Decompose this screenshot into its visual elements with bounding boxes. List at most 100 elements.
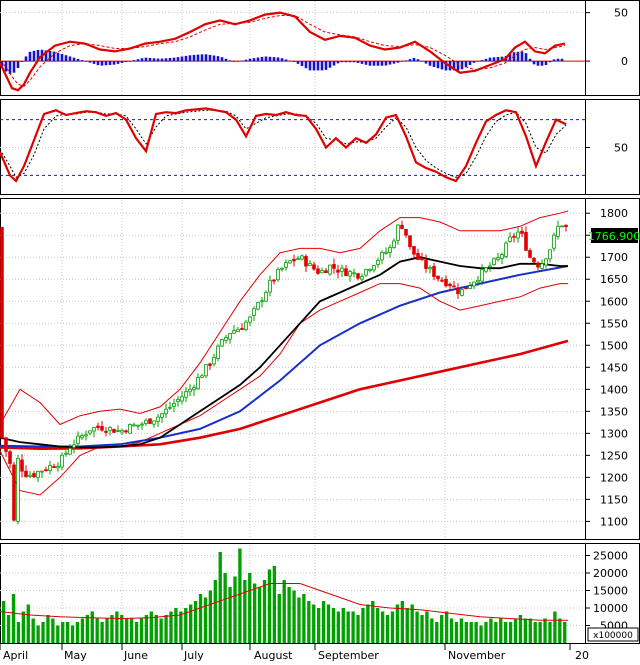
volume-bar [548,622,552,643]
macd-histogram-bar [372,61,376,66]
candle-body [412,246,416,255]
volume-bar [159,618,163,643]
macd-histogram-bar [452,61,456,71]
candle-body [464,287,468,290]
macd-histogram-bar [216,56,220,62]
candle-body [132,424,136,427]
macd-histogram-bar [128,61,132,62]
candle-body [52,466,56,468]
candle-body [552,234,556,249]
candle-body [304,256,308,267]
macd-histogram-bar [260,56,264,62]
macd-histogram-bar [336,61,340,64]
volume-bar [553,611,557,643]
volume-bar [415,611,419,643]
volume-bar [208,590,213,643]
macd-histogram-bar [248,58,252,62]
macd-histogram-bar [368,61,372,66]
macd-histogram-bar [136,59,140,62]
macd-histogram-bar [300,61,304,67]
macd-histogram-bar [484,58,488,62]
candle-body [272,279,276,282]
macd-histogram-bar [472,61,476,63]
macd-histogram-bar [244,59,248,62]
macd-histogram-bar [320,61,324,71]
candle-body [128,424,132,434]
macd-histogram-bar [508,54,512,62]
candle-body [204,364,208,377]
macd-histogram-bar [88,61,92,63]
volume-ma-line [0,583,568,621]
bollinger-lower-band [0,283,568,496]
candle-body [40,470,44,473]
price-tick-label: 1700 [600,251,628,264]
volume-bar [65,622,70,643]
volume-bar [494,622,498,643]
candle-body [540,263,544,269]
macd-histogram-bar [296,61,300,64]
volume-bar [282,580,286,643]
candle-body [468,285,472,289]
volume-bar [361,608,365,643]
volume-bar [307,601,311,643]
volume-bar [538,622,542,643]
macd-histogram-bar [176,57,180,62]
macd-histogram-bar [240,60,244,62]
candle-body [200,375,204,378]
volume-bar [356,615,360,643]
volume-bar [169,611,173,643]
candle-body [348,271,352,277]
price-tick-label: 1250 [600,449,628,462]
volume-bar [533,622,537,643]
macd-histogram-bar [420,61,424,62]
macd-histogram-bar [500,56,504,62]
candle-body [260,300,264,303]
macd-histogram-bar [76,58,80,62]
stochastic-d-line [0,109,567,178]
volume-bar [464,622,468,643]
price-tick-label: 1450 [600,361,628,374]
volume-bar [459,618,464,643]
candle-body [392,240,396,248]
macd-histogram-bar [12,61,16,73]
macd-histogram-bar [428,61,432,66]
candle-body [32,473,36,478]
macd-histogram-bar [104,61,108,66]
macd-histogram-bar [352,61,356,63]
candle-body [244,321,248,331]
candle-body [216,345,220,359]
volume-bar [233,576,237,643]
macd-histogram-bar [16,61,20,69]
macd-histogram-bar [180,56,184,62]
macd-panel [0,11,585,92]
candle-body [380,251,384,261]
macd-histogram-bar [488,57,492,62]
volume-bar [558,618,562,643]
macd-histogram-bar [400,61,404,62]
candle-body [440,279,444,282]
candle-body [344,268,348,276]
volume-unit-label: x100000 [593,631,633,641]
volume-bar [312,604,316,643]
macd-histogram-bar [436,61,440,69]
macd-histogram-bar [96,61,100,66]
volume-bar [125,618,129,643]
candle-body [404,229,408,236]
candle-body [460,289,464,296]
candle-body [296,258,300,260]
macd-histogram-bar [380,61,384,66]
volume-bar [272,566,277,643]
candle-body [68,448,72,455]
macd-histogram-bar [164,58,168,62]
candle-body [116,430,120,432]
candle-body [316,268,320,274]
volume-bar [139,618,144,643]
candle-body [92,426,96,432]
macd-histogram-bar [228,60,232,62]
volume-bar [213,580,217,643]
candle-body [136,424,140,427]
volume-panel [0,548,568,643]
macd-histogram-bar [72,57,76,62]
macd-histogram-bar [468,61,472,65]
